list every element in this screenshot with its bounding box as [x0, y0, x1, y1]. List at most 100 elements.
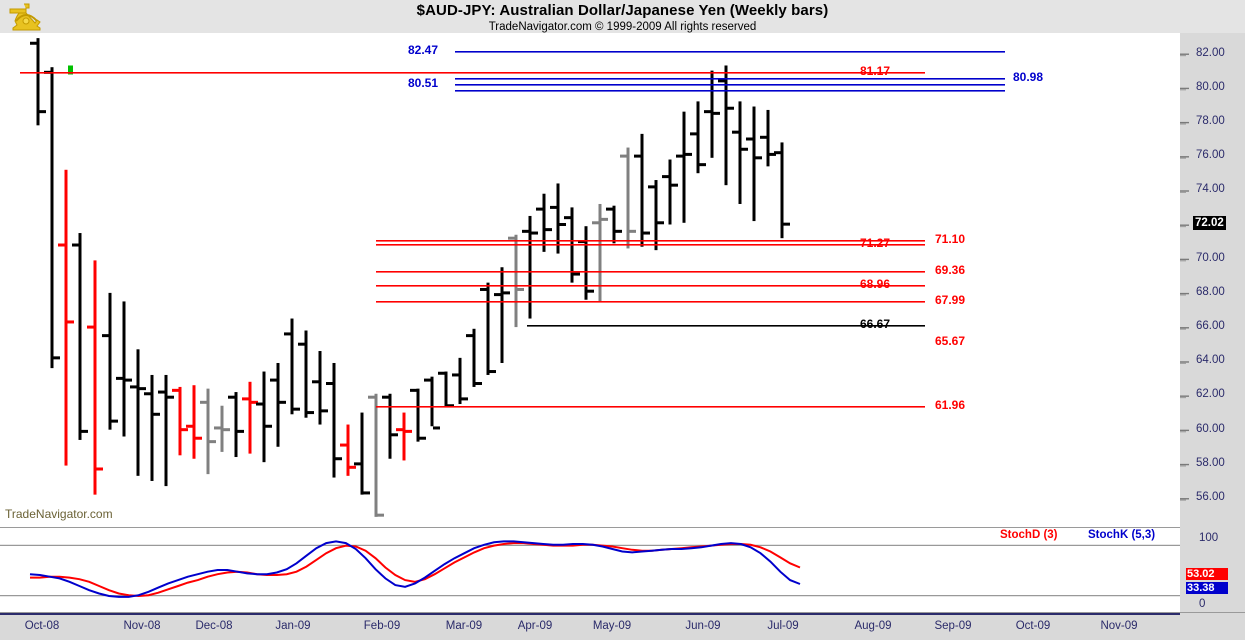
ohlc-bar	[396, 412, 412, 461]
date-axis-tick: Jul-09	[767, 620, 799, 632]
ohlc-bar	[158, 374, 174, 487]
price-axis[interactable]	[1180, 33, 1245, 612]
ohlc-bar	[44, 67, 60, 369]
ohlc-bar	[30, 38, 46, 126]
price-level-line[interactable]	[455, 84, 1005, 86]
stochastic-svg	[0, 540, 1180, 598]
date-axis-tick: Sep-09	[934, 620, 972, 632]
price-level-line[interactable]	[376, 271, 925, 273]
watermark: TradeNavigator.com	[5, 507, 113, 521]
price-level-line[interactable]	[376, 285, 925, 287]
ohlc-bar	[620, 147, 636, 249]
stoch-guide-line	[0, 595, 1180, 597]
ohlc-bar	[228, 392, 244, 458]
ohlc-bar	[550, 183, 566, 254]
price-level-line[interactable]	[455, 78, 1005, 80]
chart-subtitle: TradeNavigator.com © 1999-2009 All right…	[488, 21, 757, 33]
ohlc-bar	[340, 424, 356, 476]
ohlc-bar	[186, 385, 202, 459]
sextant-logo	[4, 1, 48, 33]
stochastic-pane[interactable]	[0, 527, 1181, 613]
price-axis-tick: 70.00	[1196, 251, 1225, 264]
price-axis-tick: 76.00	[1196, 149, 1225, 162]
price-level-label[interactable]: 71.10	[935, 232, 966, 246]
ohlc-bar	[270, 362, 286, 447]
ohlc-bar	[606, 205, 622, 244]
price-level-line[interactable]	[376, 301, 925, 303]
price-level-line[interactable]	[376, 406, 925, 408]
current-price-marker: 72.02	[1193, 216, 1226, 231]
ohlc-bar	[368, 393, 384, 517]
ohlc-bar	[648, 180, 664, 251]
price-bars-svg	[20, 38, 1005, 517]
stoch-k-value-badge: 33.38	[1186, 582, 1228, 594]
price-level-label[interactable]: 69.36	[935, 263, 966, 277]
stoch-k-legend[interactable]: StochK (5,3)	[1088, 529, 1156, 541]
price-level-label[interactable]: 67.99	[935, 293, 966, 307]
ohlc-bar	[382, 393, 398, 459]
date-axis-tick: May-09	[592, 620, 632, 632]
date-axis-tick: Nov-08	[123, 620, 161, 632]
date-axis-tick: Feb-09	[363, 620, 401, 632]
ohlc-bar	[200, 388, 216, 475]
date-axis-tick: Apr-09	[517, 620, 553, 632]
price-axis-tick: 60.00	[1196, 422, 1225, 435]
date-axis-tick: Nov-09	[1100, 620, 1138, 632]
ohlc-bar	[172, 386, 188, 456]
ohlc-bar	[312, 351, 328, 425]
price-level-line[interactable]	[376, 240, 925, 242]
entry-marker	[68, 65, 73, 75]
price-axis-tick: 66.00	[1196, 320, 1225, 333]
stoch-d-value-badge: 53.02	[1186, 568, 1228, 580]
ohlc-bar	[536, 193, 552, 252]
price-chart-pane[interactable]	[0, 33, 1181, 522]
ohlc-bar	[144, 374, 160, 481]
price-level-line[interactable]	[527, 325, 925, 327]
price-axis-tick: 58.00	[1196, 456, 1225, 469]
stoch-d-legend[interactable]: StochD (3)	[1000, 529, 1058, 541]
price-level-line[interactable]	[455, 90, 1005, 92]
ohlc-bar	[718, 65, 734, 186]
stoch-series-line	[30, 542, 801, 598]
date-axis-tick: Jun-09	[685, 620, 721, 632]
price-level-label[interactable]: 80.98	[1013, 70, 1044, 84]
stoch-bottom-tick: 0	[1199, 598, 1206, 610]
price-level-label[interactable]: 82.47	[408, 43, 439, 57]
ohlc-bar	[592, 203, 608, 302]
ohlc-bar	[522, 215, 538, 319]
ohlc-bar	[760, 109, 776, 167]
ohlc-bar	[466, 328, 482, 387]
price-level-label[interactable]: 68.96	[860, 277, 891, 291]
ohlc-bar	[256, 371, 272, 463]
date-axis-tick: Dec-08	[195, 620, 233, 632]
ohlc-bar	[634, 133, 650, 247]
ohlc-bar	[354, 412, 370, 495]
ohlc-bar	[494, 267, 510, 363]
price-axis-tick: 78.00	[1196, 114, 1225, 127]
ohlc-bar	[578, 226, 594, 300]
ohlc-bar	[676, 111, 692, 223]
ohlc-bar	[102, 292, 118, 430]
date-axis[interactable]: Oct-08 Nov-08 Dec-08 Jan-09 Feb-09 Mar-09 Apr-…	[0, 612, 1245, 640]
price-axis-tick: 62.00	[1196, 388, 1225, 401]
price-axis-tick: 82.00	[1196, 46, 1225, 59]
ohlc-bar	[452, 357, 468, 405]
date-axis-tick: Oct-08	[24, 620, 60, 632]
chart-title: $AUD-JPY: Australian Dollar/Japanese Yen…	[416, 2, 829, 19]
ohlc-bar	[326, 362, 342, 478]
price-level-label[interactable]: 81.17	[860, 64, 891, 78]
price-level-label[interactable]: 71.27	[860, 236, 891, 250]
price-level-label[interactable]: 61.96	[935, 398, 966, 412]
price-level-label[interactable]: 65.67	[935, 334, 966, 348]
price-level-line[interactable]	[455, 51, 1005, 53]
price-level-line[interactable]	[20, 72, 925, 74]
price-level-label[interactable]: 66.67	[860, 317, 891, 331]
ohlc-bar	[410, 388, 426, 442]
ohlc-bar	[58, 169, 74, 466]
price-level-line[interactable]	[376, 244, 925, 246]
ohlc-bar	[130, 349, 146, 476]
date-axis-tick: Aug-09	[854, 620, 892, 632]
ohlc-bar	[732, 101, 748, 204]
price-level-label[interactable]: 80.51	[408, 76, 439, 90]
ohlc-bar	[424, 376, 440, 430]
